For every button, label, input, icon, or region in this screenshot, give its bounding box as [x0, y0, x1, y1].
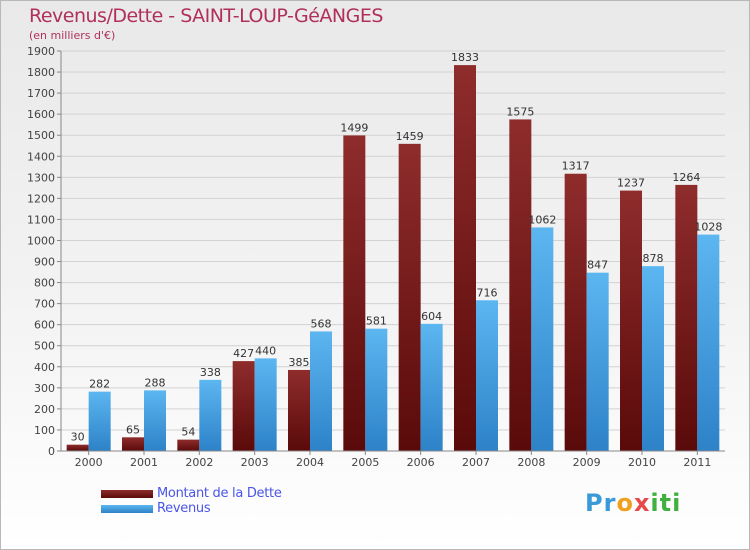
y-tick-label: 1800	[27, 66, 55, 79]
y-tick-label: 300	[34, 382, 55, 395]
chart-subtitle: (en milliers d'€)	[29, 29, 116, 42]
y-tick-label: 100	[34, 424, 55, 437]
bar-revenus	[697, 234, 720, 451]
data-label-debt: 385	[289, 356, 310, 369]
data-label-debt: 54	[181, 426, 195, 439]
y-axis-ticks: 0 100 200 300 400 500 600 700 800 900 1000 1100 1200…	[27, 45, 61, 458]
y-tick-label: 900	[34, 256, 55, 269]
legend-swatch-revenus	[101, 505, 153, 513]
x-tick-label: 2004	[296, 456, 324, 469]
data-label-debt: 1499	[340, 121, 368, 134]
x-tick-label: 2000	[75, 456, 103, 469]
y-tick-label: 1700	[27, 87, 55, 100]
y-tick-label: 500	[34, 340, 55, 353]
y-tick-label: 1900	[27, 45, 55, 58]
data-label-debt: 1833	[451, 51, 479, 64]
bar-debt	[620, 190, 642, 451]
y-tick-label: 1100	[27, 213, 55, 226]
bar-debt	[454, 65, 476, 452]
data-label-revenus: 288	[145, 376, 166, 389]
bar-revenus	[420, 323, 443, 451]
x-tick-label: 2002	[185, 456, 213, 469]
data-label-revenus: 440	[255, 344, 276, 357]
legend-swatch-debt	[101, 490, 153, 498]
x-tick-label: 2003	[241, 456, 269, 469]
x-tick-label: 2011	[683, 456, 711, 469]
bar-debt	[675, 184, 698, 452]
legend-label-debt: Montant de la Dette	[157, 486, 282, 501]
data-label-revenus: 716	[477, 286, 498, 299]
data-label-debt: 65	[126, 423, 140, 436]
y-tick-label: 400	[34, 361, 55, 374]
y-tick-label: 1000	[27, 234, 55, 247]
bar-debt	[232, 361, 255, 451]
axes	[60, 51, 725, 452]
x-tick-label: 2008	[517, 456, 545, 469]
proxiti-logo: Proxiti	[585, 489, 682, 517]
bar-revenus	[144, 390, 166, 451]
data-label-revenus: 338	[200, 366, 221, 379]
data-label-revenus: 581	[366, 315, 387, 328]
bar-debt	[288, 369, 310, 451]
x-tick-label: 2010	[628, 456, 656, 469]
x-tick-label: 2007	[462, 456, 490, 469]
legend-label-revenus: Revenus	[157, 501, 211, 516]
bar-chart: 0 100 200 300 400 500 600 700 800 900 1000 1100 1200…	[27, 45, 725, 469]
data-label-debt: 30	[71, 431, 85, 444]
data-label-revenus: 847	[587, 259, 608, 272]
bar-debt	[564, 173, 587, 451]
y-tick-label: 600	[34, 319, 55, 332]
y-tick-label: 1300	[27, 171, 55, 184]
y-tick-label: 0	[48, 445, 55, 458]
y-tick-label: 1200	[27, 192, 55, 205]
bar-revenus	[365, 328, 388, 451]
x-tick-label: 2006	[407, 456, 435, 469]
data-label-debt: 427	[233, 347, 254, 360]
data-label-revenus: 604	[421, 310, 442, 323]
data-label-revenus: 1028	[694, 221, 722, 234]
data-label-debt: 1264	[672, 171, 700, 184]
bar-revenus	[586, 272, 609, 451]
bar-revenus	[199, 379, 222, 451]
y-tick-label: 1600	[27, 108, 55, 121]
bar-revenus	[88, 391, 111, 451]
bar-revenus	[254, 358, 277, 451]
bar-debt	[398, 143, 421, 451]
gridlines	[61, 50, 725, 431]
data-label-revenus: 568	[311, 317, 332, 330]
data-label-revenus: 282	[89, 378, 110, 391]
data-label-debt: 1317	[562, 160, 590, 173]
bar-debt	[66, 444, 89, 451]
data-labels: 30 282 65 288 54 338 427 440 385 568 1499 581 1459 60…	[71, 51, 723, 444]
data-label-revenus: 878	[643, 252, 664, 265]
y-tick-label: 200	[34, 403, 55, 416]
bar-revenus	[642, 266, 664, 451]
bar-debt	[343, 135, 366, 451]
bar-debt	[509, 119, 532, 451]
chart-title: Revenus/Dette - SAINT-LOUP-GéANGES	[29, 5, 383, 27]
bar-revenus	[476, 300, 498, 451]
data-label-debt: 1459	[396, 130, 424, 143]
x-tick-label: 2009	[573, 456, 601, 469]
y-tick-label: 700	[34, 298, 55, 311]
data-label-debt: 1237	[617, 177, 645, 190]
data-label-revenus: 1062	[528, 213, 556, 226]
y-tick-label: 1400	[27, 150, 55, 163]
bar-revenus	[310, 331, 332, 451]
y-tick-label: 800	[34, 277, 55, 290]
x-tick-label: 2001	[130, 456, 158, 469]
data-label-debt: 1575	[506, 105, 534, 118]
bar-debt	[177, 439, 200, 451]
x-tick-label: 2005	[351, 456, 379, 469]
x-axis-ticks: 2000 2001 2002 2003 2004 2005 2006 2007 2008 2009…	[75, 451, 711, 469]
bar-debt	[122, 437, 144, 451]
bar-revenus	[531, 227, 554, 451]
bars	[66, 65, 720, 452]
y-tick-label: 1500	[27, 129, 55, 142]
